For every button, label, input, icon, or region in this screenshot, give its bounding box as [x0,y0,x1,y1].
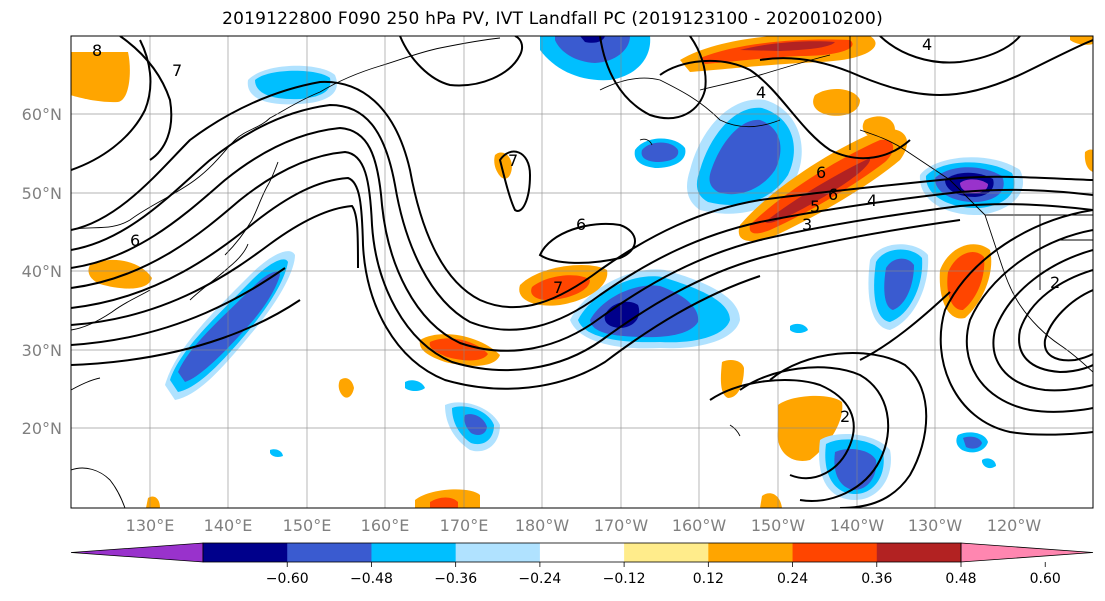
contour-label: 7 [553,278,563,297]
lat-label: 30°N [22,341,62,360]
pv-shading [71,36,1093,508]
pv-contours [71,36,1093,508]
colorbar-tick-label: −0.24 [518,571,561,587]
colorbar-tick-label: −0.12 [603,571,646,587]
lat-label: 60°N [22,105,62,124]
contour-label: 6 [828,185,838,204]
colorbar-segment [708,543,794,562]
lon-label: 160°E [361,516,410,535]
map-frame [70,35,1094,509]
colorbar-extend-high [960,542,1094,563]
contour-label: 4 [867,191,877,210]
graticule [71,36,1093,508]
contour-label: 8 [92,41,102,60]
colorbar-segment [876,543,962,562]
contour-label-group: 8 7 6 6 7 7 5 6 4 3 6 4 4 2 2 [92,35,1060,426]
contour-label: 6 [130,231,140,250]
latitude-labels: 60°N 50°N 40°N 30°N 20°N [22,105,62,438]
contour-label: 4 [922,35,932,54]
colorbar-segment [624,543,709,562]
lon-label: 140°W [830,516,885,535]
lon-label: 170°W [594,516,649,535]
lon-label: 150°W [751,516,806,535]
colorbar-segment [455,543,541,562]
contour-label: 6 [816,163,826,182]
lon-label: 160°W [672,516,727,535]
map-title: 2019122800 F090 250 hPa PV, IVT Landfall… [222,9,883,29]
colorbar-segment [203,543,288,562]
colorbar-tick-label: 0.48 [945,571,976,587]
lon-label: 130°W [908,516,963,535]
contour-label: 7 [172,61,182,80]
colorbar-segment [792,543,878,562]
lon-label: 130°E [126,516,175,535]
lat-label: 40°N [22,262,62,281]
colorbar-tick-label: 0.12 [693,571,724,587]
contour-label: 4 [756,83,766,102]
colorbar-tick-label: 0.24 [777,571,808,587]
longitude-labels: 130°E 140°E 150°E 160°E 170°E 180°W 170°… [126,516,1042,535]
lon-label: 180°W [515,516,570,535]
colorbar-extend-low [70,542,204,563]
contour-label: 2 [1050,273,1060,292]
lon-label: 170°E [440,516,489,535]
contour-label: 3 [802,215,812,234]
contour-label: 7 [508,151,518,170]
colorbar-segment [371,543,457,562]
contour-label: 6 [576,215,586,234]
lat-label: 20°N [22,419,62,438]
colorbar-outline [202,542,962,563]
contour-label: 2 [840,407,850,426]
colorbar-tick-label: 0.36 [861,571,892,587]
lon-label: 120°W [987,516,1042,535]
lon-label: 150°E [283,516,332,535]
colorbar-tick-label: 0.60 [1030,571,1061,587]
lat-label: 50°N [22,184,62,203]
colorbar-tick-label: −0.36 [434,571,477,587]
colorbar-tick-label: −0.48 [350,571,393,587]
lon-label: 140°E [204,516,253,535]
contour-label: 5 [810,197,820,216]
colorbar: −0.60 −0.48 −0.36 −0.24 −0.12 0.12 0.24 0.36 0.4… [70,542,1094,587]
colorbar-tick-label: −0.60 [266,571,309,587]
colorbar-segment [287,543,372,562]
colorbar-segment [539,543,625,562]
